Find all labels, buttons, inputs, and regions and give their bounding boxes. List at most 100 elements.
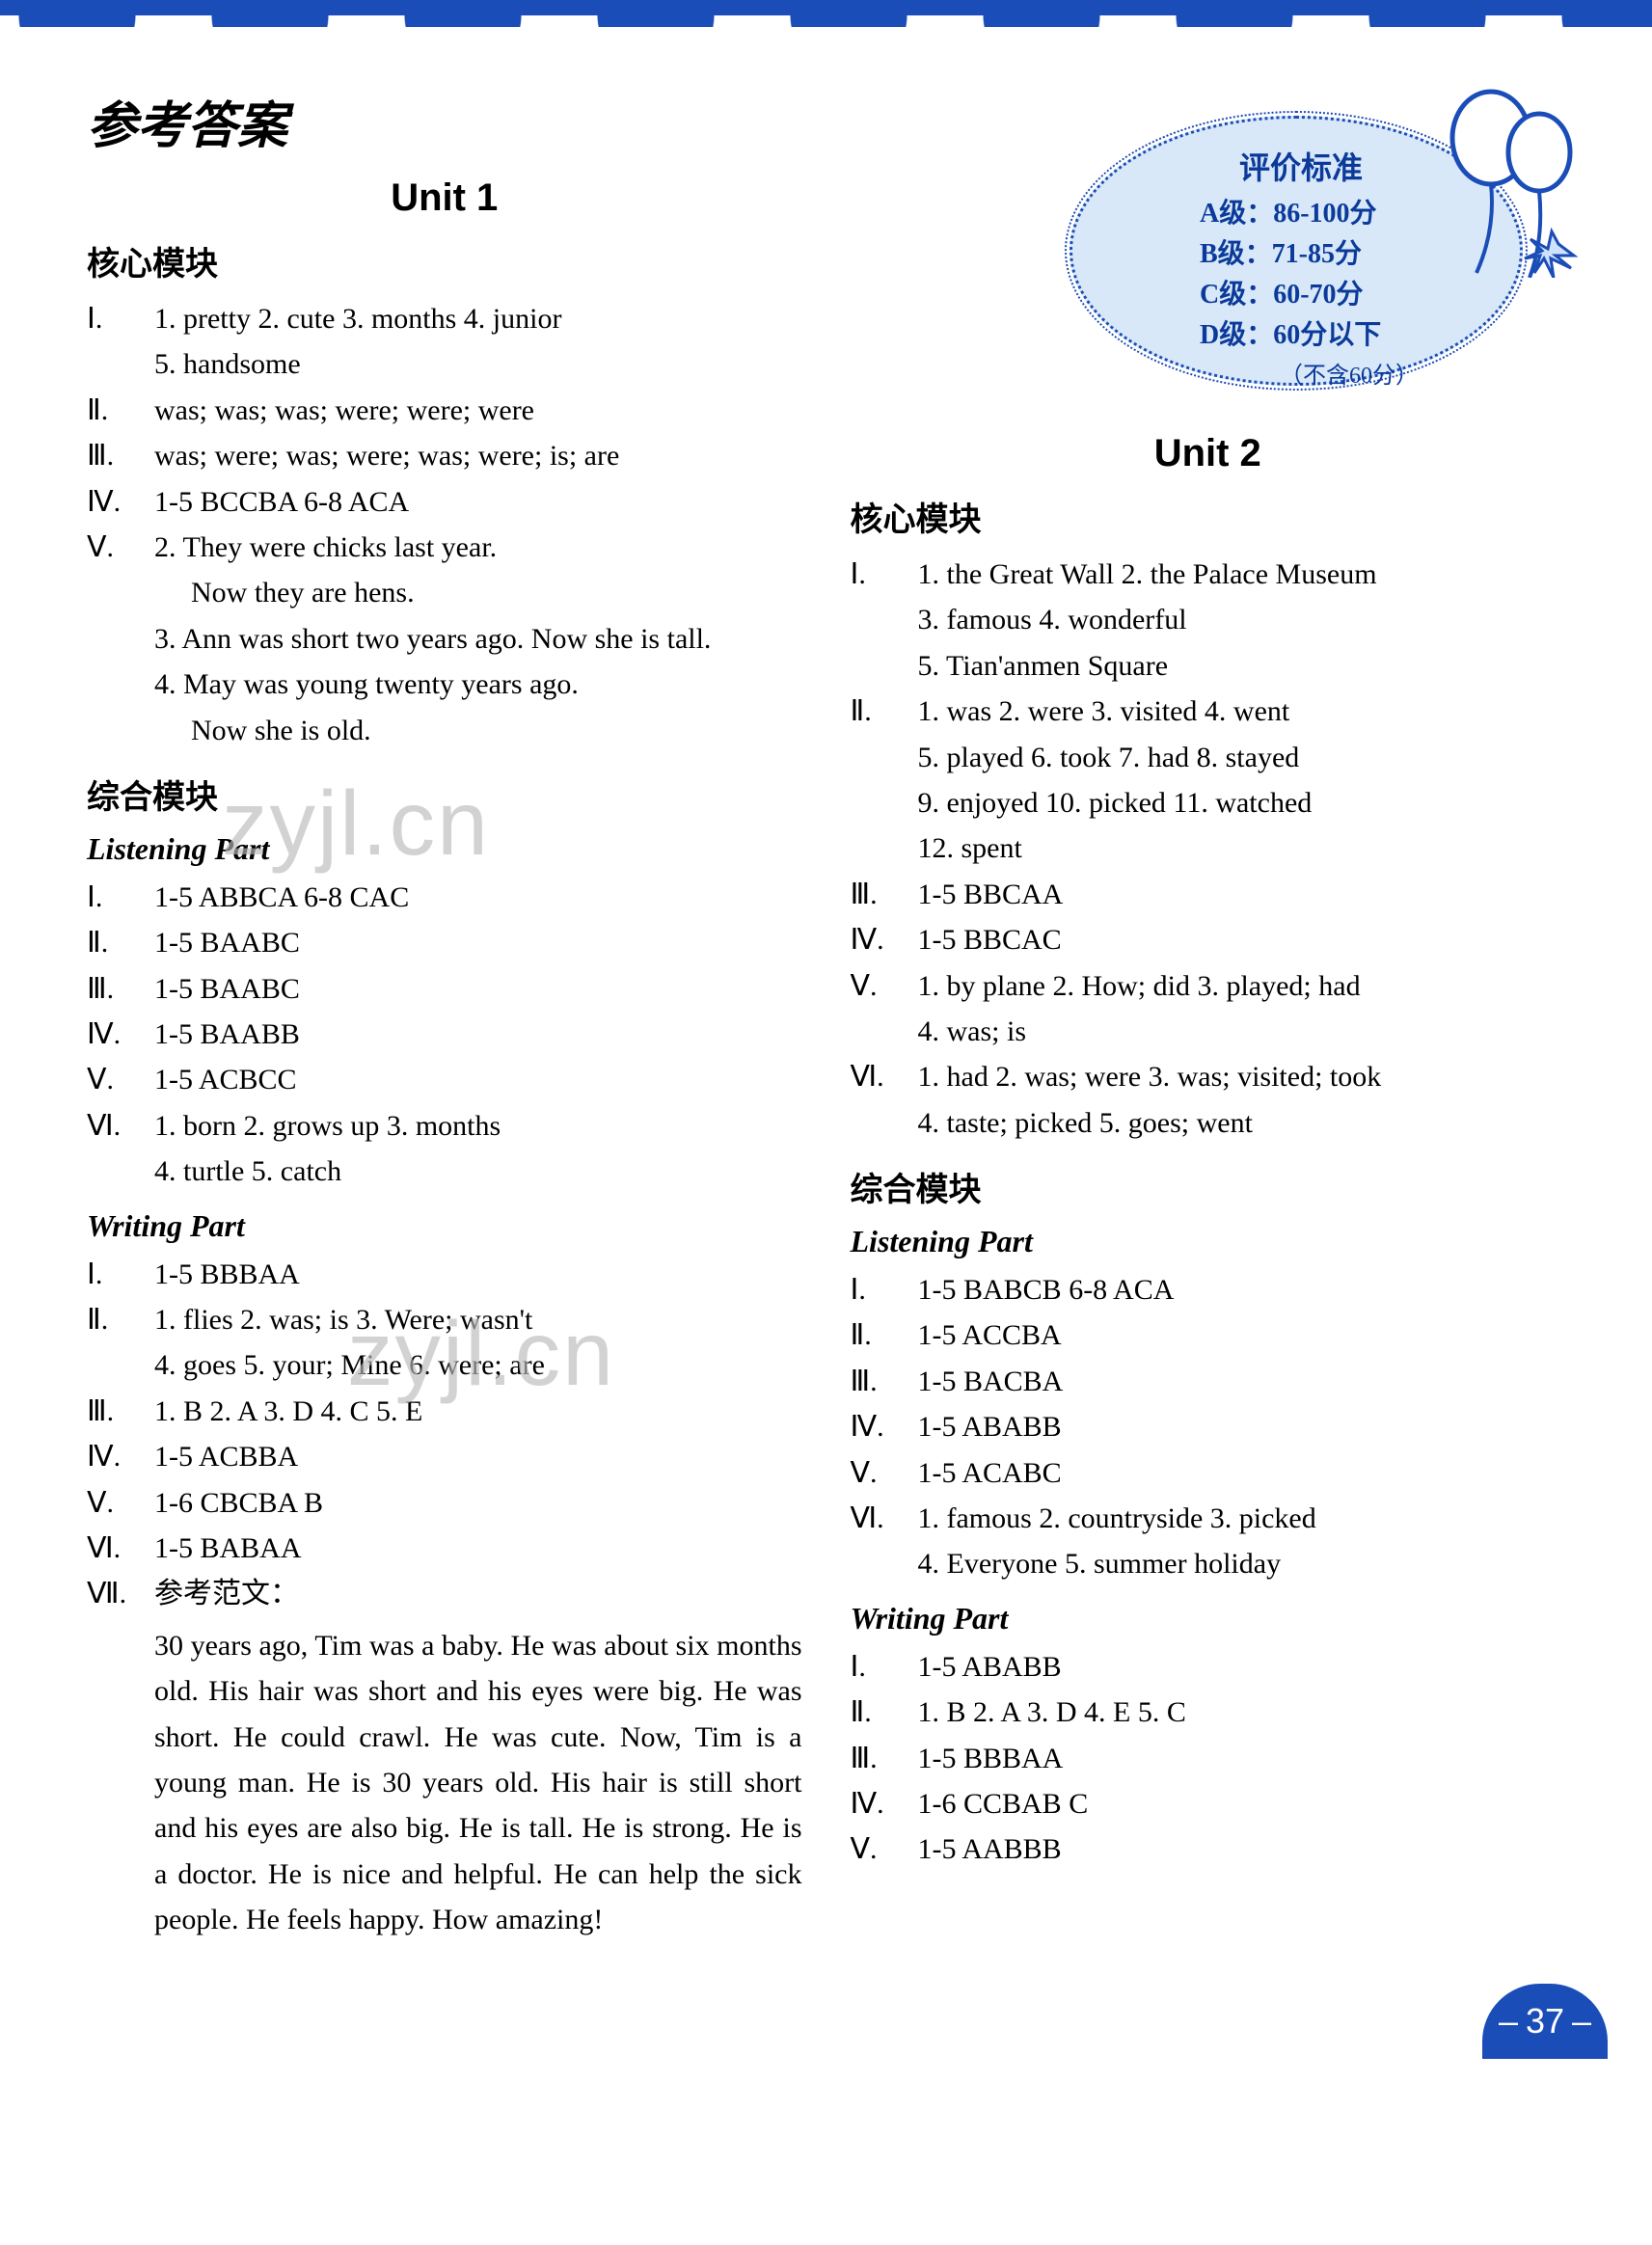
answer-line: 9. enjoyed 10. picked 11. watched bbox=[851, 780, 1566, 825]
roman-numeral: Ⅱ. bbox=[851, 689, 918, 734]
roman-numeral: Ⅲ. bbox=[851, 872, 918, 917]
unit1-title: Unit 1 bbox=[87, 176, 802, 220]
roman-numeral: Ⅵ. bbox=[87, 1103, 154, 1149]
roman-numeral: Ⅰ. bbox=[87, 1252, 154, 1297]
answer-line: Ⅳ.1-5 ACBBA bbox=[87, 1434, 802, 1479]
roman-numeral: Ⅰ. bbox=[851, 1644, 918, 1690]
answer-line: Ⅱ.was; was; was; were; were; were bbox=[87, 388, 802, 433]
roman-numeral: Ⅲ. bbox=[851, 1359, 918, 1404]
answer-line: 12. spent bbox=[851, 825, 1566, 871]
unit2-writing-list: Ⅰ.1-5 ABABBⅡ.1. B 2. A 3. D 4. E 5. CⅢ.1… bbox=[851, 1644, 1566, 1873]
answer-text: was; were; was; were; was; were; is; are bbox=[154, 433, 619, 478]
answer-line: 5. Tian'anmen Square bbox=[851, 643, 1566, 689]
answer-line: Ⅴ.1. by plane 2. How; did 3. played; had bbox=[851, 963, 1566, 1009]
page-title: 参考答案 bbox=[87, 85, 802, 157]
grading-callout: 评价标准 A级：86-100分B级：71-85分C级：60-70分D级：60分以… bbox=[1064, 104, 1565, 413]
answer-line: Ⅱ.1. flies 2. was; is 3. Were; wasn't bbox=[87, 1297, 802, 1342]
answer-line: 4. turtle 5. catch bbox=[87, 1149, 802, 1194]
answer-line: 5. handsome bbox=[87, 341, 802, 387]
answer-text: 1-5 BBCAA bbox=[918, 872, 1064, 917]
answer-line: 4. taste; picked 5. goes; went bbox=[851, 1100, 1566, 1146]
answer-line: Ⅰ.1-5 BBBAA bbox=[87, 1252, 802, 1297]
answer-text: 1. was 2. were 3. visited 4. went bbox=[918, 689, 1290, 734]
unit1-essay: 30 years ago, Tim was a baby. He was abo… bbox=[87, 1623, 802, 1943]
answer-text: 1. born 2. grows up 3. months bbox=[154, 1103, 501, 1149]
unit1-core-list: Ⅰ.1. pretty 2. cute 3. months 4. junior5… bbox=[87, 296, 802, 753]
roman-numeral: Ⅳ. bbox=[851, 1781, 918, 1826]
answer-line: Ⅴ.1-6 CBCBA B bbox=[87, 1480, 802, 1526]
unit2-comp-heading: 综合模块 bbox=[851, 1163, 1566, 1210]
answer-text: was; was; was; were; were; were bbox=[154, 388, 534, 433]
unit1-listening-list: Ⅰ.1-5 ABBCA 6-8 CACⅡ.1-5 BAABCⅢ.1-5 BAAB… bbox=[87, 875, 802, 1195]
answer-line: Ⅵ.1. had 2. was; were 3. was; visited; t… bbox=[851, 1054, 1566, 1099]
page-number: 37 bbox=[1526, 2001, 1564, 2042]
answer-line: Now she is old. bbox=[87, 708, 802, 753]
unit1-writing-label: Writing Part bbox=[87, 1208, 802, 1244]
answer-line: Ⅳ.1-5 ABABB bbox=[851, 1404, 1566, 1449]
unit1-listening-label: Listening Part bbox=[87, 831, 802, 867]
answer-text: 1-5 ABBCA 6-8 CAC bbox=[154, 875, 409, 920]
answer-text: 1-5 BAABC bbox=[154, 966, 300, 1012]
roman-numeral: Ⅵ. bbox=[87, 1526, 154, 1571]
answer-text: 1. B 2. A 3. D 4. C 5. E bbox=[154, 1389, 422, 1434]
roman-numeral: Ⅴ. bbox=[87, 1057, 154, 1102]
answer-text: 1. the Great Wall 2. the Palace Museum bbox=[918, 552, 1377, 597]
roman-numeral: Ⅲ. bbox=[87, 433, 154, 478]
unit2-listening-label: Listening Part bbox=[851, 1224, 1566, 1259]
answer-line: Ⅱ.1-5 BAABC bbox=[87, 920, 802, 965]
roman-numeral: Ⅱ. bbox=[87, 1297, 154, 1342]
answer-line: Ⅵ.1. born 2. grows up 3. months bbox=[87, 1103, 802, 1149]
roman-numeral: Ⅰ. bbox=[87, 296, 154, 341]
answer-line: Ⅱ.1-5 ACCBA bbox=[851, 1312, 1566, 1358]
answer-line: Ⅴ.1-5 ACABC bbox=[851, 1450, 1566, 1496]
answer-line: Ⅳ.1-5 BBCAC bbox=[851, 917, 1566, 962]
roman-numeral: Ⅵ. bbox=[851, 1496, 918, 1541]
answer-line: Ⅳ.1-5 BAABB bbox=[87, 1012, 802, 1057]
roman-numeral: Ⅴ. bbox=[851, 1450, 918, 1496]
answer-text: 1. flies 2. was; is 3. Were; wasn't bbox=[154, 1297, 532, 1342]
answer-text: 1-5 ABABB bbox=[918, 1404, 1062, 1449]
answer-text: 1-5 ACBBA bbox=[154, 1434, 298, 1479]
answer-text: 1. had 2. was; were 3. was; visited; too… bbox=[918, 1054, 1382, 1099]
unit1-comp-heading: 综合模块 bbox=[87, 771, 802, 818]
answer-text: 2. They were chicks last year. bbox=[154, 525, 497, 570]
roman-numeral: Ⅱ. bbox=[851, 1312, 918, 1358]
roman-numeral: Ⅵ. bbox=[851, 1054, 918, 1099]
roman-numeral: Ⅲ. bbox=[87, 1389, 154, 1434]
unit1-writing-list: Ⅰ.1-5 BBBAAⅡ.1. flies 2. was; is 3. Were… bbox=[87, 1252, 802, 1617]
answer-text: 1-5 BBCAC bbox=[918, 917, 1062, 962]
unit2-title: Unit 2 bbox=[851, 432, 1566, 475]
answer-text: 1. famous 2. countryside 3. picked bbox=[918, 1496, 1316, 1541]
roman-numeral: Ⅳ. bbox=[851, 1404, 918, 1449]
answer-text: 1-5 BAABC bbox=[154, 920, 300, 965]
answer-line: Ⅲ.1-5 BACBA bbox=[851, 1359, 1566, 1404]
roman-numeral: Ⅱ. bbox=[851, 1690, 918, 1735]
unit2-writing-label: Writing Part bbox=[851, 1601, 1566, 1636]
answer-text: 1-5 ABABB bbox=[918, 1644, 1062, 1690]
roman-numeral: Ⅳ. bbox=[87, 1012, 154, 1057]
roman-numeral: Ⅴ. bbox=[87, 525, 154, 570]
answer-line: 4. was; is bbox=[851, 1009, 1566, 1054]
left-column: 参考答案 Unit 1 核心模块 Ⅰ.1. pretty 2. cute 3. … bbox=[87, 85, 802, 1943]
answer-line: 5. played 6. took 7. had 8. stayed bbox=[851, 735, 1566, 780]
answer-text: 1-5 BABAA bbox=[154, 1526, 302, 1571]
unit2-core-list: Ⅰ.1. the Great Wall 2. the Palace Museum… bbox=[851, 552, 1566, 1146]
answer-text: 1-5 ACCBA bbox=[918, 1312, 1062, 1358]
answer-line: Ⅰ.1-5 ABABB bbox=[851, 1644, 1566, 1690]
answer-text: 1-5 ACABC bbox=[918, 1450, 1062, 1496]
answer-text: 1. B 2. A 3. D 4. E 5. C bbox=[918, 1690, 1186, 1735]
answer-line: 4. Everyone 5. summer holiday bbox=[851, 1541, 1566, 1586]
answer-line: Ⅲ.1-5 BAABC bbox=[87, 966, 802, 1012]
answer-line: 4. goes 5. your; Mine 6. were; are bbox=[87, 1342, 802, 1388]
answer-line: 3. famous 4. wonderful bbox=[851, 597, 1566, 642]
roman-numeral: Ⅱ. bbox=[87, 388, 154, 433]
answer-line: Ⅰ.1-5 BABCB 6-8 ACA bbox=[851, 1267, 1566, 1312]
answer-text: 1-5 ACBCC bbox=[154, 1057, 297, 1102]
roman-numeral: Ⅰ. bbox=[87, 875, 154, 920]
roman-numeral: Ⅳ. bbox=[87, 1434, 154, 1479]
roman-numeral: Ⅰ. bbox=[851, 1267, 918, 1312]
answer-line: Ⅰ.1-5 ABBCA 6-8 CAC bbox=[87, 875, 802, 920]
answer-line: Now they are hens. bbox=[87, 570, 802, 615]
roman-numeral: Ⅳ. bbox=[851, 917, 918, 962]
answer-text: 1-5 BACBA bbox=[918, 1359, 1064, 1404]
